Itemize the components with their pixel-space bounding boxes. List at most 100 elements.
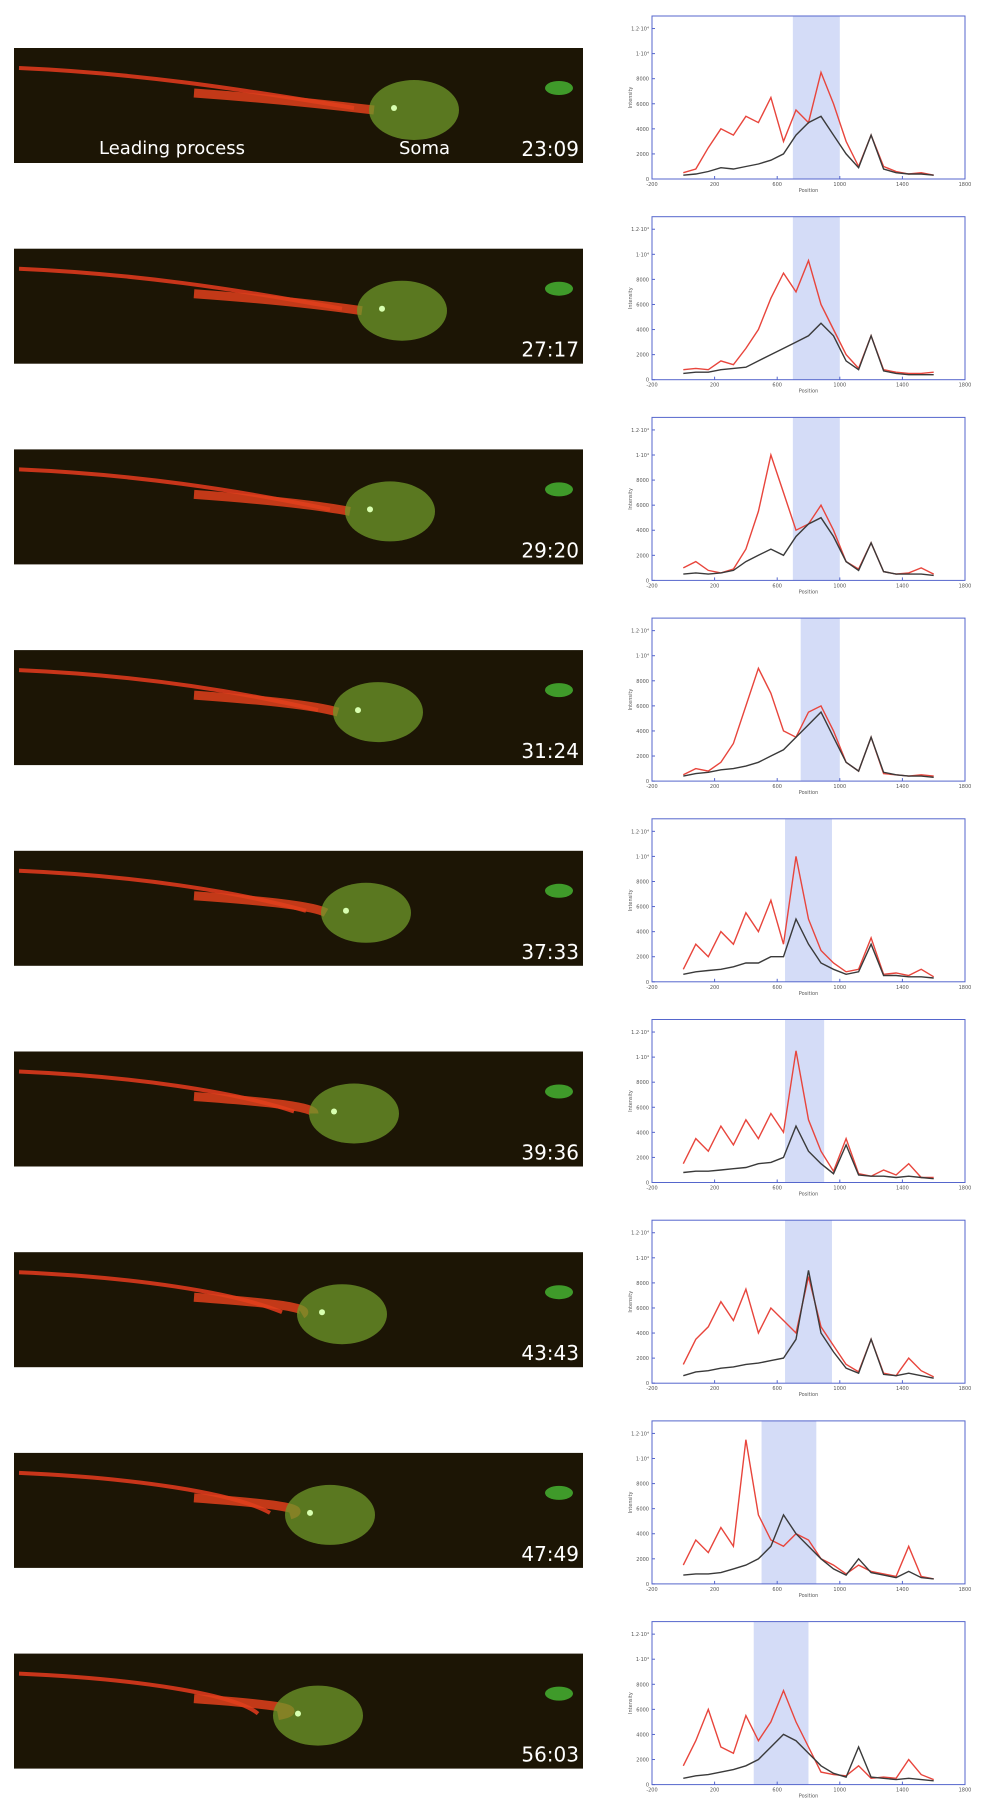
y-tick-label: 4000 bbox=[636, 1732, 649, 1738]
y-tick-label: 0 bbox=[646, 1181, 649, 1187]
plot-frame bbox=[651, 1420, 966, 1585]
highlight bbox=[792, 216, 840, 380]
x-tick-label: 1400 bbox=[896, 1386, 909, 1392]
x-tick-label: 1000 bbox=[833, 784, 846, 790]
y-tick-label: 2000 bbox=[636, 1557, 649, 1563]
highlight bbox=[753, 1621, 809, 1785]
x-tick-label: 1800 bbox=[959, 784, 972, 790]
y-tick-label: 6000 bbox=[636, 302, 649, 308]
soma bbox=[357, 280, 447, 341]
y-tick-label: 1.2·10⁴ bbox=[631, 829, 649, 835]
nucleus-spot bbox=[391, 105, 397, 111]
series-line bbox=[682, 1050, 934, 1179]
x-tick-label: 1800 bbox=[959, 583, 972, 589]
y-tick-label: 1·10⁴ bbox=[636, 1657, 649, 1663]
y-tick-label: 0 bbox=[646, 578, 649, 584]
x-tick-label: 600 bbox=[772, 1386, 782, 1392]
y-tick-label: 8000 bbox=[636, 1080, 649, 1086]
y-tick-label: 4000 bbox=[636, 729, 649, 735]
y-tick-label: 6000 bbox=[636, 503, 649, 509]
x-tick-label: 1400 bbox=[896, 985, 909, 991]
x-tick-label: 600 bbox=[772, 985, 782, 991]
x-axis-label: Position bbox=[799, 991, 818, 997]
micrograph: 27:17 bbox=[14, 248, 583, 364]
nucleus-spot bbox=[355, 707, 361, 714]
y-axis-label: Intensity bbox=[628, 889, 634, 911]
highlight bbox=[792, 417, 840, 581]
y-tick-label: 4000 bbox=[636, 930, 649, 936]
y-tick-label: 8000 bbox=[636, 77, 649, 83]
x-tick-label: -200 bbox=[646, 985, 657, 991]
y-tick-label: 1·10⁴ bbox=[636, 252, 649, 258]
x-tick-label: 200 bbox=[710, 583, 720, 589]
plot-frame bbox=[651, 416, 966, 581]
y-tick-label: 2000 bbox=[636, 1155, 649, 1161]
plot-frame bbox=[651, 216, 966, 381]
y-tick-label: 8000 bbox=[636, 277, 649, 283]
x-tick-label: 1800 bbox=[959, 383, 972, 389]
x-tick-label: 1800 bbox=[959, 1587, 972, 1593]
chart: 0 2000 4000 6000 8000 1·10⁴ 1.2·10⁴ -200 200 600 1… bbox=[628, 617, 972, 796]
plot-frame bbox=[651, 1019, 966, 1183]
y-tick-label: 6000 bbox=[636, 1306, 649, 1312]
micrograph: 23:09 Leading process Soma bbox=[14, 48, 583, 163]
green-blob bbox=[545, 482, 573, 497]
chart: 0 2000 4000 6000 8000 1·10⁴ 1.2·10⁴ -200 200 600 1… bbox=[628, 15, 972, 194]
x-tick-label: -200 bbox=[646, 1587, 657, 1593]
timestamp: 29:20 bbox=[521, 538, 579, 562]
x-tick-label: 1400 bbox=[896, 583, 909, 589]
plot-frame bbox=[651, 818, 966, 983]
y-axis-label: Intensity bbox=[628, 1090, 634, 1112]
x-tick-label: -200 bbox=[646, 1788, 657, 1794]
y-tick-label: 4000 bbox=[636, 1532, 649, 1538]
green-blob bbox=[545, 683, 573, 698]
green-blob bbox=[545, 1084, 573, 1099]
nucleus-spot bbox=[367, 506, 373, 513]
x-tick-label: 1400 bbox=[896, 784, 909, 790]
series-line bbox=[682, 1688, 934, 1781]
timestamp: 23:09 bbox=[521, 137, 579, 161]
x-tick-label: 1000 bbox=[833, 182, 846, 188]
green-blob bbox=[545, 1485, 573, 1500]
x-tick-label: 1800 bbox=[959, 1788, 972, 1794]
y-tick-label: 6000 bbox=[636, 905, 649, 911]
timestamp: 37:33 bbox=[521, 940, 579, 964]
y-axis-label: Intensity bbox=[628, 1692, 634, 1714]
y-tick-label: 1.2·10⁴ bbox=[631, 629, 649, 635]
y-tick-label: 1.2·10⁴ bbox=[631, 1231, 649, 1237]
series-line bbox=[683, 1270, 934, 1379]
chart: 0 2000 4000 6000 8000 1·10⁴ 1.2·10⁴ -200 200 600 1… bbox=[628, 416, 972, 595]
x-tick-label: 1000 bbox=[833, 1386, 846, 1392]
soma bbox=[321, 882, 411, 943]
micrograph: 37:33 bbox=[14, 850, 583, 966]
x-axis-label: Position bbox=[799, 1593, 818, 1599]
y-tick-label: 1.2·10⁴ bbox=[631, 1632, 649, 1638]
x-tick-label: 1800 bbox=[959, 182, 972, 188]
y-tick-label: 6000 bbox=[636, 1105, 649, 1111]
x-tick-label: 600 bbox=[772, 1788, 782, 1794]
micrograph: 31:24 bbox=[14, 650, 583, 766]
y-tick-label: 8000 bbox=[636, 1682, 649, 1688]
y-tick-label: 1.2·10⁴ bbox=[631, 227, 649, 233]
y-tick-label: 2000 bbox=[636, 553, 649, 559]
x-tick-label: -200 bbox=[646, 182, 657, 188]
highlight bbox=[792, 16, 840, 179]
plot-frame bbox=[651, 617, 966, 782]
y-tick-label: 1.2·10⁴ bbox=[631, 27, 649, 33]
x-axis-label: Position bbox=[799, 389, 818, 395]
timestamp: 47:49 bbox=[521, 1542, 579, 1566]
y-tick-label: 0 bbox=[646, 980, 649, 986]
x-tick-label: 1000 bbox=[833, 1788, 846, 1794]
y-axis-label: Intensity bbox=[628, 287, 634, 309]
series-line bbox=[682, 856, 935, 978]
y-tick-label: 1.2·10⁴ bbox=[631, 428, 649, 434]
nucleus-spot bbox=[307, 1509, 313, 1516]
y-tick-label: 1·10⁴ bbox=[636, 654, 649, 660]
timestamp: 31:24 bbox=[521, 739, 579, 763]
y-axis-label: Intensity bbox=[628, 87, 634, 109]
x-axis-label: Position bbox=[799, 1392, 818, 1398]
highlight bbox=[785, 818, 832, 982]
y-tick-label: 1·10⁴ bbox=[636, 1256, 649, 1262]
y-tick-label: 2000 bbox=[636, 152, 649, 158]
